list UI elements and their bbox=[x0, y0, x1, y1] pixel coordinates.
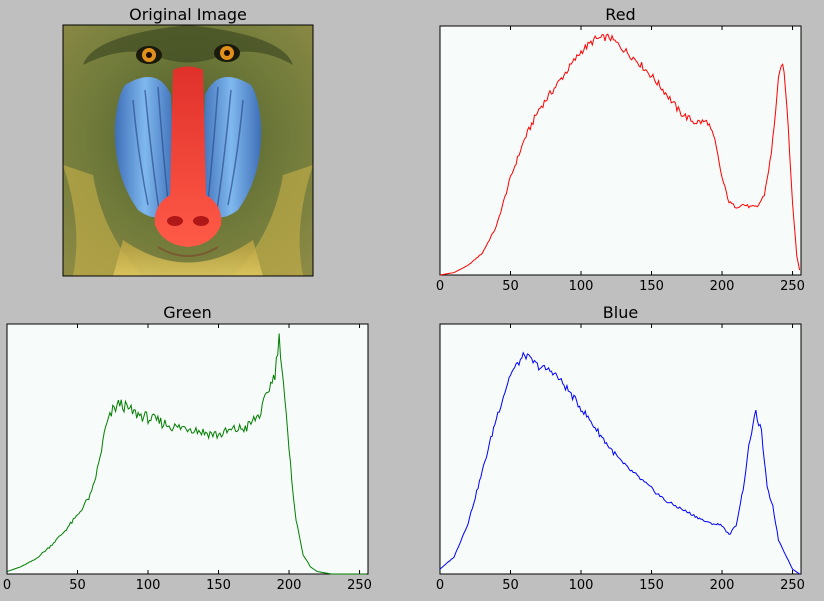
right-pupil bbox=[224, 50, 230, 56]
red-x-tick-label: 0 bbox=[436, 279, 444, 294]
red-plot-area bbox=[439, 25, 802, 276]
blue-x-tick-label: 200 bbox=[710, 578, 735, 593]
green-x-tick-label: 200 bbox=[277, 578, 302, 593]
red-x-tick-label: 100 bbox=[569, 279, 594, 294]
left-nostril bbox=[167, 216, 183, 226]
red-x-tick-label: 150 bbox=[639, 279, 664, 294]
green-series-line bbox=[6, 333, 367, 575]
blue-x-tick-label: 0 bbox=[436, 578, 444, 593]
green-x-tick-label: 50 bbox=[69, 578, 86, 593]
green-x-tick-label: 150 bbox=[206, 578, 231, 593]
blue-plot-area bbox=[439, 323, 802, 575]
blue-series-line bbox=[439, 351, 800, 575]
blue-histogram-panel: Blue 0 50 100 150 200 250 bbox=[436, 303, 805, 593]
blue-x-tick-label: 100 bbox=[569, 578, 594, 593]
mouth bbox=[157, 246, 219, 257]
image-frame bbox=[62, 24, 314, 277]
blue-x-tick-label: 250 bbox=[780, 578, 805, 593]
green-x-tick-label: 100 bbox=[136, 578, 161, 593]
nose bbox=[154, 66, 222, 247]
green-plot-area bbox=[6, 323, 369, 575]
blue-x-tick-label: 50 bbox=[502, 578, 519, 593]
green-chart-title: Green bbox=[163, 303, 211, 322]
red-x-tick-label: 250 bbox=[780, 279, 805, 294]
green-x-tick-label: 250 bbox=[347, 578, 372, 593]
left-pupil bbox=[146, 52, 152, 58]
chin-beard bbox=[113, 240, 263, 276]
image-panel-title: Original Image bbox=[129, 5, 247, 24]
red-histogram-panel: Red 0 50 100 150 200 250 bbox=[436, 5, 805, 294]
blue-x-tick-label: 150 bbox=[639, 578, 664, 593]
red-chart-title: Red bbox=[605, 5, 635, 24]
green-x-tick-label: 0 bbox=[3, 578, 11, 593]
blue-chart-title: Blue bbox=[603, 303, 638, 322]
red-x-tick-label: 50 bbox=[502, 279, 519, 294]
image-panel: Original Image bbox=[62, 5, 314, 277]
red-x-tick-label: 200 bbox=[710, 279, 735, 294]
left-beard-fur bbox=[63, 165, 143, 276]
mandrill-photo bbox=[63, 25, 313, 276]
red-series-line bbox=[439, 33, 801, 276]
cheek-ridges bbox=[132, 86, 244, 211]
right-beard-fur bbox=[233, 165, 313, 276]
green-histogram-panel: Green 0 50 100 150 200 250 bbox=[3, 303, 372, 593]
right-nostril bbox=[193, 216, 209, 226]
brow-fur bbox=[83, 25, 293, 65]
